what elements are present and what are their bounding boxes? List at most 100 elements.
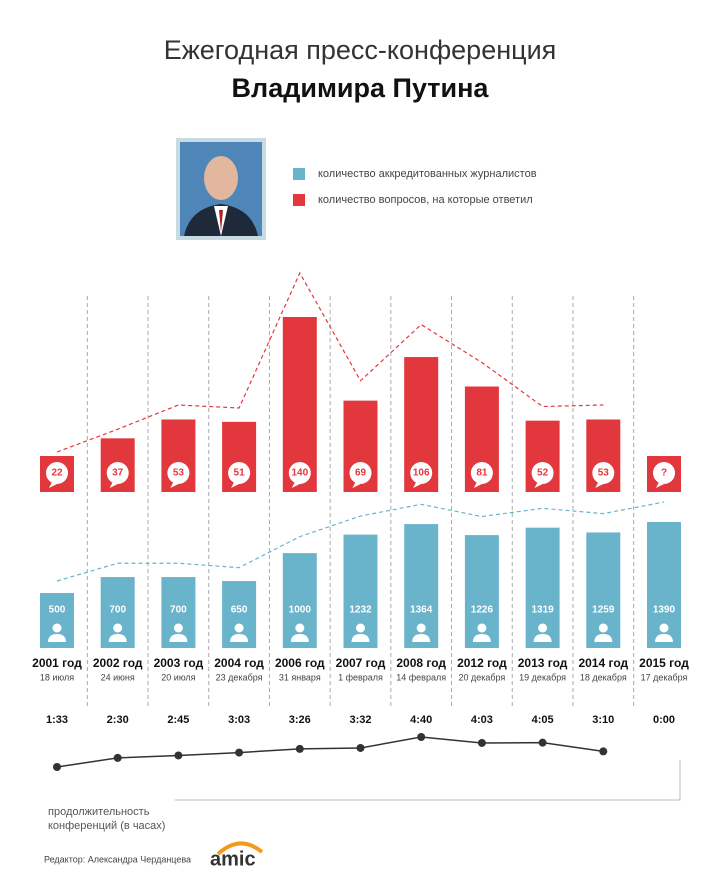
person-icon — [290, 634, 309, 642]
person-icon — [412, 634, 431, 642]
x-tick-label: 2007 год — [336, 656, 386, 670]
value-label: 1000 — [289, 605, 312, 616]
editor: Редактор: Александра Черданцева — [44, 854, 191, 864]
duration-label: 2:45 — [167, 714, 189, 726]
person-icon — [659, 623, 669, 633]
duration-label: 3:32 — [349, 714, 371, 726]
date-label: 14 февраля — [396, 672, 446, 682]
person-icon — [173, 623, 183, 633]
duration-label: 3:10 — [592, 714, 614, 726]
person-icon — [169, 634, 188, 642]
value-label: 53 — [173, 468, 185, 479]
value-label: 1319 — [531, 605, 554, 616]
x-tick-label: 2008 год — [396, 656, 446, 670]
duration-point — [295, 744, 304, 753]
duration-label: 4:05 — [532, 714, 554, 726]
trend-line — [56, 271, 604, 453]
duration-point — [356, 743, 365, 752]
duration-point — [538, 738, 547, 747]
person-icon — [538, 623, 548, 633]
x-tick-label: 2015 год — [639, 656, 689, 670]
date-label: 20 декабря — [458, 672, 505, 682]
value-label: 37 — [112, 468, 124, 479]
date-label: 24 июня — [101, 672, 135, 682]
bubble-icon — [167, 462, 190, 484]
x-tick-label: 2002 год — [93, 656, 143, 670]
person-icon — [533, 634, 552, 642]
bracket — [175, 760, 681, 801]
person-icon — [472, 634, 491, 642]
person-icon — [351, 634, 370, 642]
person-icon — [416, 623, 426, 633]
duration-label: 1:33 — [46, 714, 68, 726]
person-icon — [230, 634, 249, 642]
date-label: 17 декабря — [641, 672, 688, 682]
bar — [282, 553, 317, 648]
person-icon — [108, 634, 127, 642]
person-icon — [48, 634, 66, 642]
value-label: 1232 — [349, 605, 372, 616]
value-label: 140 — [291, 468, 308, 479]
date-label: 19 декабря — [519, 672, 566, 682]
bubble-icon — [592, 462, 615, 484]
date-label: 18 декабря — [580, 672, 627, 682]
x-tick-label: 2014 год — [578, 656, 628, 670]
value-label: 1226 — [471, 605, 494, 616]
person-icon — [655, 634, 673, 642]
logo: amic — [210, 848, 256, 870]
value-label: ? — [661, 468, 667, 479]
x-tick-label: 2001 год — [32, 656, 82, 670]
person-icon — [477, 623, 487, 633]
bubble-icon — [288, 462, 311, 484]
value-label: 1390 — [653, 605, 676, 616]
duration-point — [174, 751, 183, 760]
value-label: 700 — [109, 605, 126, 616]
duration-label: конференций (в часах) — [48, 820, 165, 832]
value-label: 700 — [170, 605, 187, 616]
bubble-icon — [470, 462, 493, 484]
duration-point — [53, 763, 61, 771]
date-label: 31 января — [279, 672, 321, 682]
date-label: 20 июля — [161, 672, 195, 682]
x-tick-label: 2006 год — [275, 656, 325, 670]
duration-point — [113, 753, 122, 762]
duration-line — [56, 736, 604, 768]
bubble-icon — [106, 462, 129, 484]
legend-label: количество аккредитованных журналистов — [318, 168, 537, 180]
bubble-icon — [46, 462, 68, 484]
date-label: 1 февраля — [338, 672, 383, 682]
duration-point — [235, 748, 244, 757]
person-icon — [295, 623, 305, 633]
bubble-icon — [531, 462, 554, 484]
person-icon — [52, 623, 62, 633]
duration-label: 4:40 — [410, 714, 432, 726]
value-label: 106 — [413, 468, 430, 479]
duration-point — [417, 733, 426, 741]
date-label: 23 декабря — [216, 672, 263, 682]
legend-swatch — [293, 168, 305, 180]
value-label: 1259 — [592, 605, 615, 616]
bubble-icon — [410, 462, 433, 484]
value-label: 500 — [49, 605, 66, 616]
duration-label: 4:03 — [471, 714, 493, 726]
duration-point — [599, 747, 608, 756]
value-label: 22 — [51, 468, 63, 479]
duration-label: 3:26 — [289, 714, 311, 726]
date-label: 18 июля — [40, 672, 74, 682]
duration-label: 2:30 — [107, 714, 129, 726]
duration-label: продолжительность — [48, 806, 150, 818]
bubble-icon — [228, 462, 251, 484]
duration-point — [477, 738, 486, 747]
legend-label: количество вопросов, на которые ответил — [318, 194, 533, 206]
duration-label: 0:00 — [653, 714, 675, 726]
person-icon — [594, 634, 613, 642]
bubble-icon — [349, 462, 372, 484]
value-label: 52 — [537, 468, 549, 479]
duration-label: 3:03 — [228, 714, 250, 726]
value-label: 1364 — [410, 605, 433, 616]
legend-swatch — [293, 194, 305, 206]
value-label: 53 — [598, 468, 610, 479]
value-label: 650 — [231, 605, 248, 616]
